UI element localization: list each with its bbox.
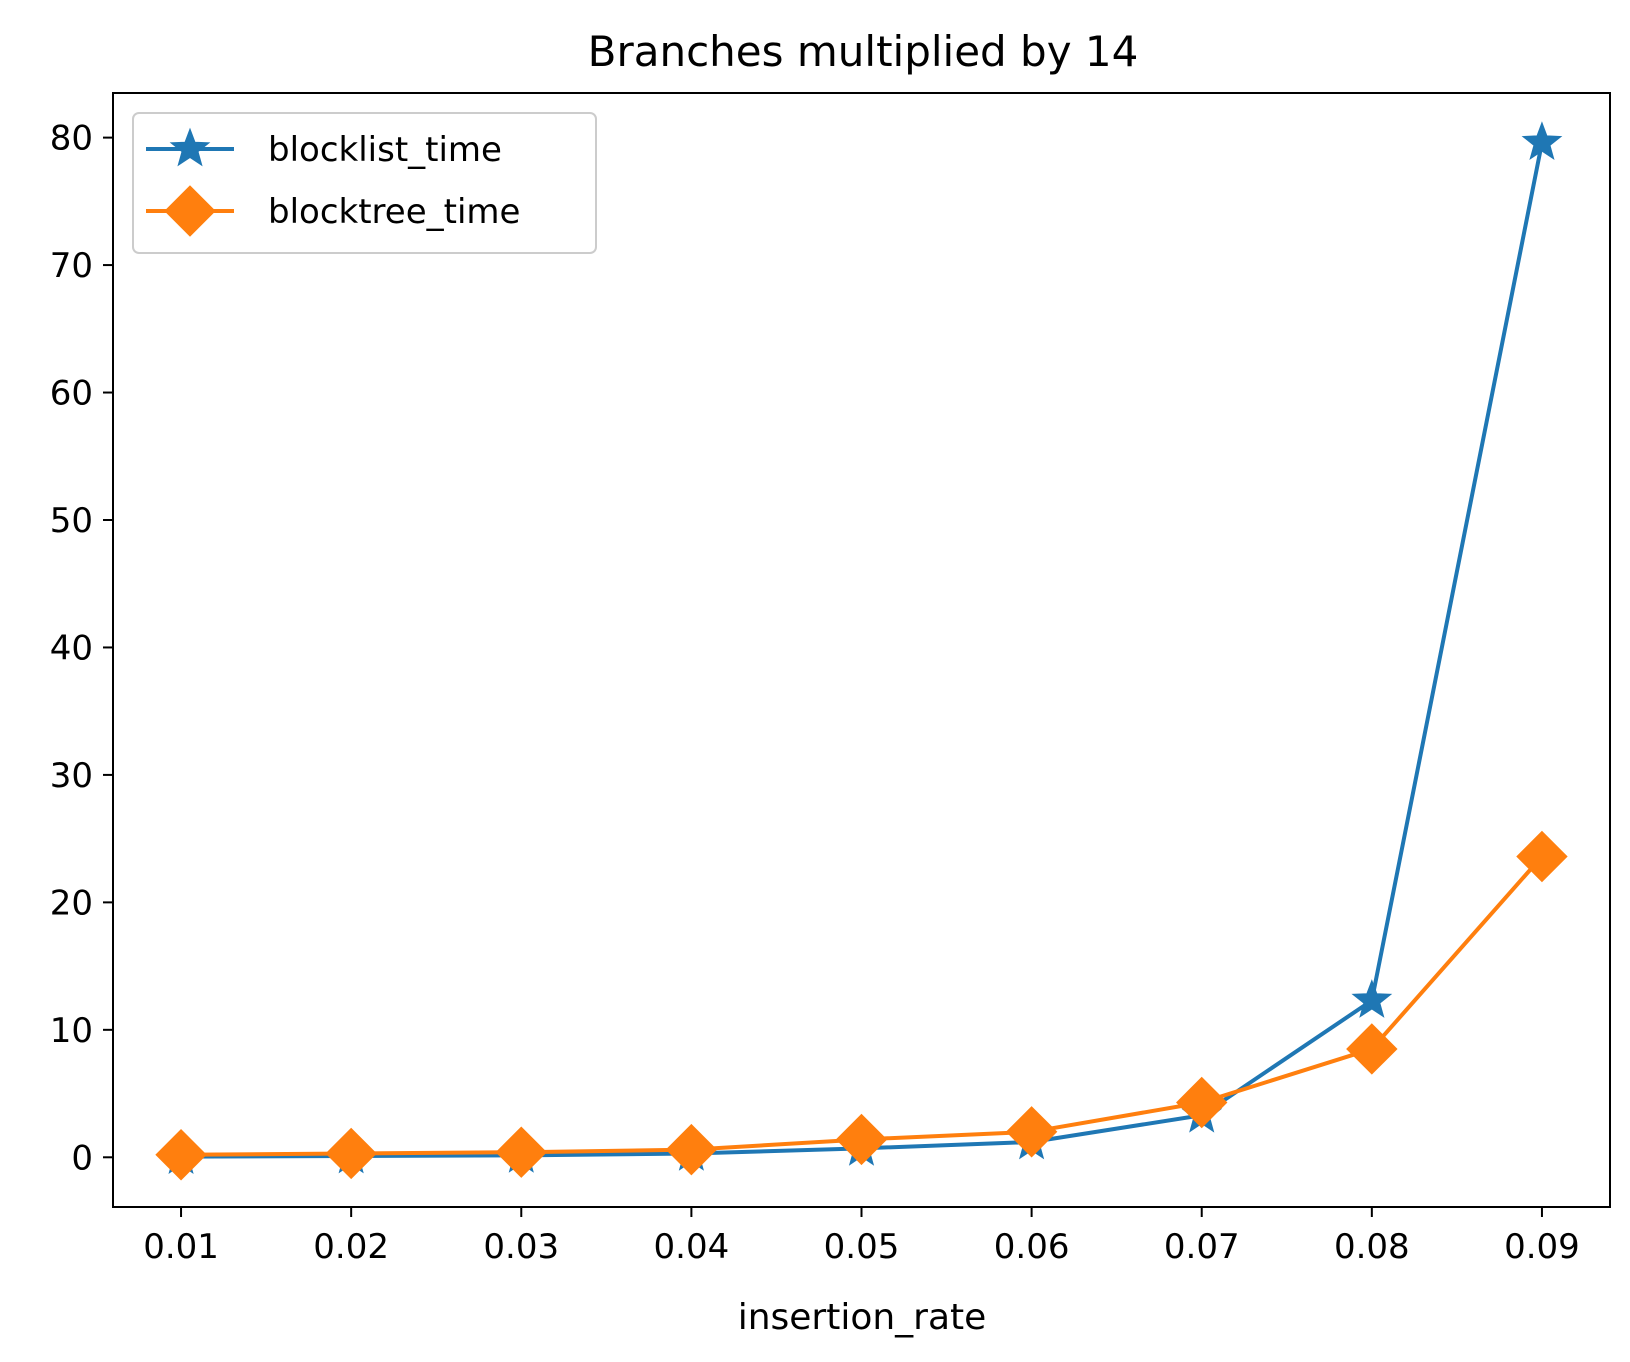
series-blocktree_time [155, 830, 1568, 1181]
data-point [1005, 1106, 1058, 1158]
y-tick-label: 10 [50, 1011, 93, 1051]
series-layer [155, 121, 1568, 1181]
legend-box [132, 112, 597, 254]
data-point [1521, 121, 1563, 161]
x-tick-label: 0.07 [1164, 1227, 1240, 1267]
x-tick-label: 0.01 [143, 1227, 219, 1267]
legend-entry: blocklist_time [146, 127, 502, 170]
legend-label: blocktree_time [268, 192, 520, 232]
data-point [1176, 1076, 1228, 1129]
y-tick-label: 60 [50, 374, 93, 414]
x-axis-ticks: 0.01 0.02 0.03 0.04 0.05 0.06 0.07 0.08 0.09 [143, 1207, 1580, 1267]
plot-frame [112, 92, 1611, 1208]
legend: blocklist_time blocktree_time [132, 112, 597, 254]
y-tick-label: 80 [50, 119, 93, 159]
x-tick-label: 0.03 [483, 1227, 559, 1267]
x-tick-label: 0.05 [824, 1227, 900, 1267]
y-tick-label: 30 [50, 756, 93, 796]
y-tick-label: 20 [50, 883, 93, 923]
data-point [1346, 1023, 1398, 1075]
data-point [1351, 979, 1393, 1018]
legend-entry: blocktree_time [146, 185, 520, 237]
data-point [495, 1126, 547, 1178]
data-point [1516, 830, 1568, 883]
legend-marker [164, 185, 216, 237]
legend-entries: blocklist_time blocktree_time [146, 127, 520, 237]
x-tick-label: 0.08 [1334, 1227, 1410, 1267]
data-point [155, 1129, 207, 1181]
y-tick-label: 40 [50, 628, 93, 668]
x-axis-label: insertion_rate [738, 1297, 987, 1338]
y-axis-ticks: 0 10 20 30 40 50 60 70 80 [50, 119, 113, 1178]
legend-marker [169, 127, 211, 167]
x-tick-label: 0.02 [313, 1227, 389, 1267]
y-tick-label: 70 [50, 246, 93, 286]
y-tick-label: 50 [50, 501, 93, 541]
x-tick-label: 0.04 [654, 1227, 730, 1267]
y-tick-label: 0 [71, 1138, 93, 1178]
x-tick-label: 0.06 [994, 1227, 1070, 1267]
data-point [325, 1127, 377, 1180]
chart-title: Branches multiplied by 14 [588, 27, 1139, 76]
legend-label: blocklist_time [268, 130, 502, 170]
data-point [835, 1113, 888, 1166]
x-tick-label: 0.09 [1504, 1227, 1580, 1267]
data-point [665, 1123, 718, 1176]
